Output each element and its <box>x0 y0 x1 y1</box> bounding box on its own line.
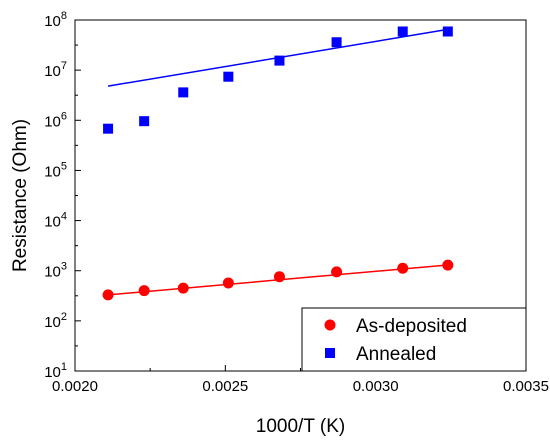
legend-box <box>301 307 527 372</box>
y-tick-label-6: 107 <box>44 60 67 80</box>
fit-lines <box>107 28 448 296</box>
y-tick-label-5: 106 <box>44 110 67 130</box>
point-s1-5 <box>331 37 342 48</box>
point-s1-4 <box>274 55 285 66</box>
legend-marker-as-deposited <box>324 319 336 331</box>
point-s1-7 <box>442 26 453 37</box>
point-s0-1 <box>138 285 150 297</box>
point-s0-6 <box>397 262 409 274</box>
point-s1-3 <box>223 71 234 82</box>
point-s0-3 <box>222 277 234 289</box>
legend-marker-annealed <box>325 348 335 358</box>
legend-label-annealed: Annealed <box>356 344 436 365</box>
y-tick-label-7: 108 <box>44 10 67 30</box>
x-tick-label-0: 0.0020 <box>52 378 98 395</box>
point-s0-5 <box>331 266 343 278</box>
point-s1-1 <box>139 116 150 127</box>
y-tick-label-0: 101 <box>44 361 67 381</box>
y-tick-label-4: 105 <box>44 160 67 180</box>
point-s1-6 <box>397 26 408 37</box>
point-s0-0 <box>102 289 114 301</box>
point-s0-7 <box>442 259 454 271</box>
legend-label-as-deposited: As-deposited <box>356 316 467 337</box>
x-axis: 0.0020 0.0025 0.0030 0.0035 <box>52 365 549 395</box>
x-tick-label-1: 0.0025 <box>202 378 248 395</box>
point-s0-4 <box>273 271 285 283</box>
y-axis-title: Resistance (Ohm) <box>10 119 31 272</box>
x-tick-label-3: 0.0035 <box>503 378 549 395</box>
data-points <box>102 26 454 301</box>
point-s0-2 <box>177 282 189 294</box>
legend: As-deposited Annealed <box>301 307 527 372</box>
point-s1-2 <box>178 87 189 98</box>
y-tick-label-2: 103 <box>44 261 67 281</box>
x-axis-title: 1000/T (K) <box>256 416 345 437</box>
y-axis: 101 102 103 104 105 106 107 108 <box>44 10 81 381</box>
y-tick-label-1: 102 <box>44 311 67 331</box>
point-s1-0 <box>103 123 114 134</box>
x-tick-label-2: 0.0030 <box>353 378 399 395</box>
y-tick-label-3: 104 <box>44 211 67 231</box>
